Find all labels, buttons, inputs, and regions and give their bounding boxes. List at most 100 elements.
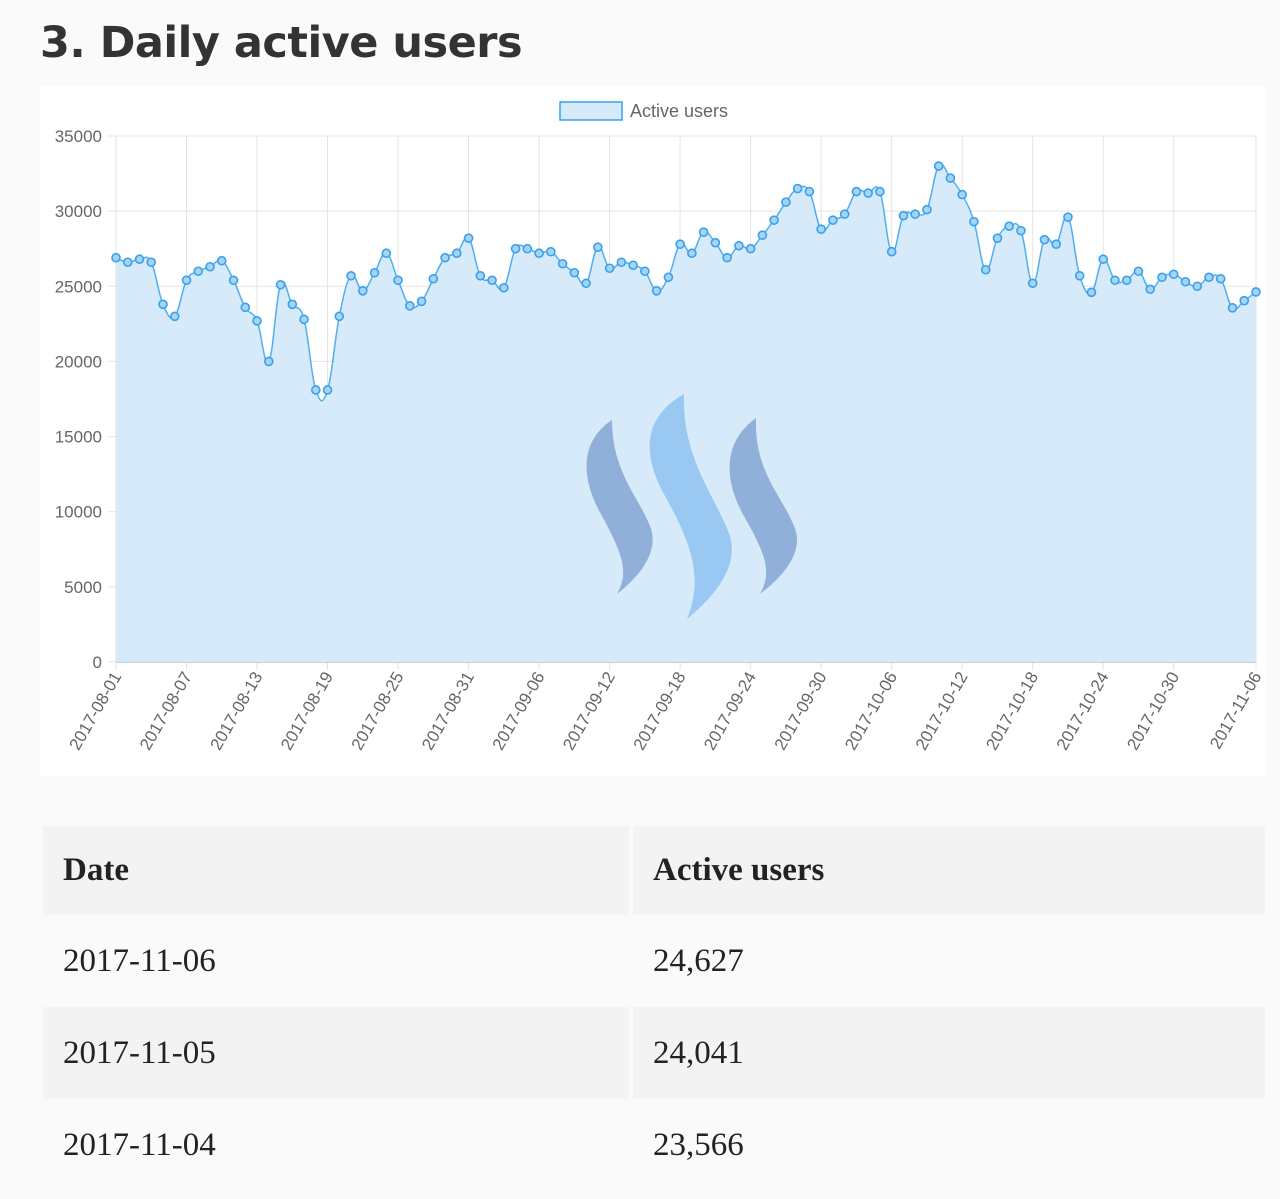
data-point [839,209,850,219]
data-point [757,230,768,240]
chart-area [116,164,1256,662]
data-point [252,316,262,326]
data-point [111,252,121,263]
data-point [393,275,403,286]
x-tick-label: 2017-10-06 [841,669,901,754]
x-axis: 2017-08-01 2017-08-07 2017-08-13 2017-08-19… [66,669,1266,754]
data-point [1215,273,1226,284]
data-point [933,161,944,171]
x-tick-label: 2017-08-31 [418,669,478,754]
table-row: 2017-11-05 24,041 [43,1007,1265,1099]
data-point [616,257,627,268]
data-point [1145,284,1156,295]
data-point [804,186,815,197]
data-point [346,270,356,281]
data-point [1121,275,1132,286]
x-tick-label: 2017-09-06 [489,669,549,754]
data-point [1168,269,1179,280]
data-point [405,301,415,311]
data-point [440,252,450,263]
y-tick-label: 35000 [55,127,102,146]
data-point [510,243,521,254]
data-point [1227,303,1238,313]
data-point [1239,295,1250,306]
data-point [322,385,333,395]
data-point [569,267,580,278]
x-tick-label: 2017-08-13 [207,669,267,754]
x-tick-label: 2017-10-24 [1053,669,1113,754]
data-point [1063,212,1073,222]
data-point [169,311,180,322]
data-point [416,296,427,307]
data-point [134,254,145,265]
data-point [1098,254,1109,265]
table-row: 2017-11-06 24,627 [43,915,1265,1007]
data-point [898,210,909,221]
y-tick-label: 10000 [55,503,102,522]
data-point [640,266,650,277]
data-point [205,261,215,272]
data-point [581,278,591,289]
page-title: 3. Daily active users [40,18,523,68]
legend-label: Active users [630,101,728,121]
table-row: 2017-11-04 23,566 [43,1099,1265,1191]
column-header-active-users: Active users [633,826,1265,915]
data-point [475,270,486,281]
x-tick-label: 2017-08-01 [66,669,126,754]
x-tick-label: 2017-08-25 [348,669,408,754]
x-tick-label: 2017-10-18 [982,669,1042,754]
data-point [334,311,345,322]
data-point [1180,276,1191,287]
data-point [828,215,838,225]
active-users-chart: 35000 30000 25000 20000 15000 10000 5000 0 2017… [40,86,1266,776]
data-point [687,248,697,259]
data-point [628,260,638,271]
chart-svg: 35000 30000 25000 20000 15000 10000 5000 0 2017… [55,101,1266,754]
data-point [1027,278,1038,289]
data-point [604,263,615,274]
data-point [1016,225,1026,236]
data-point [369,267,380,278]
y-tick-label: 30000 [55,202,102,221]
data-point [228,275,239,286]
x-tick-label: 2017-10-12 [912,669,972,754]
data-point [487,275,497,286]
data-point [1004,221,1014,231]
chart-points [111,161,1261,395]
data-point [710,237,721,248]
data-point [299,314,309,325]
cell-date: 2017-11-05 [43,1007,633,1099]
data-point [522,243,533,254]
data-point [1157,272,1167,283]
y-tick-label: 20000 [55,352,102,371]
x-tick-label: 2017-09-24 [700,669,760,754]
data-point [310,385,321,395]
data-point [969,216,979,227]
legend-swatch [559,101,623,121]
cell-date: 2017-11-04 [43,1099,633,1191]
y-axis: 35000 30000 25000 20000 15000 10000 5000 0 [55,127,102,672]
data-point [722,252,732,263]
table-header-row: Date Active users [43,826,1265,915]
data-point [980,264,991,275]
data-point [1133,266,1144,277]
x-tick-label: 2017-10-30 [1123,669,1183,754]
x-tick-label: 2017-11-06 [1206,669,1265,753]
data-point [216,255,227,266]
data-point [499,282,509,293]
data-point [875,186,885,197]
data-point [863,188,873,198]
data-point [263,356,274,367]
chart-legend: Active users [559,101,728,121]
data-point [428,273,439,284]
data-point [193,266,204,277]
data-point [158,299,168,310]
y-tick-label: 0 [93,653,102,672]
data-point [1074,270,1085,281]
data-point [275,279,286,290]
x-tick-label: 2017-09-30 [771,669,831,754]
data-point [957,189,967,200]
y-tick-label: 5000 [64,578,102,597]
data-point [792,183,803,194]
data-point [287,299,298,310]
